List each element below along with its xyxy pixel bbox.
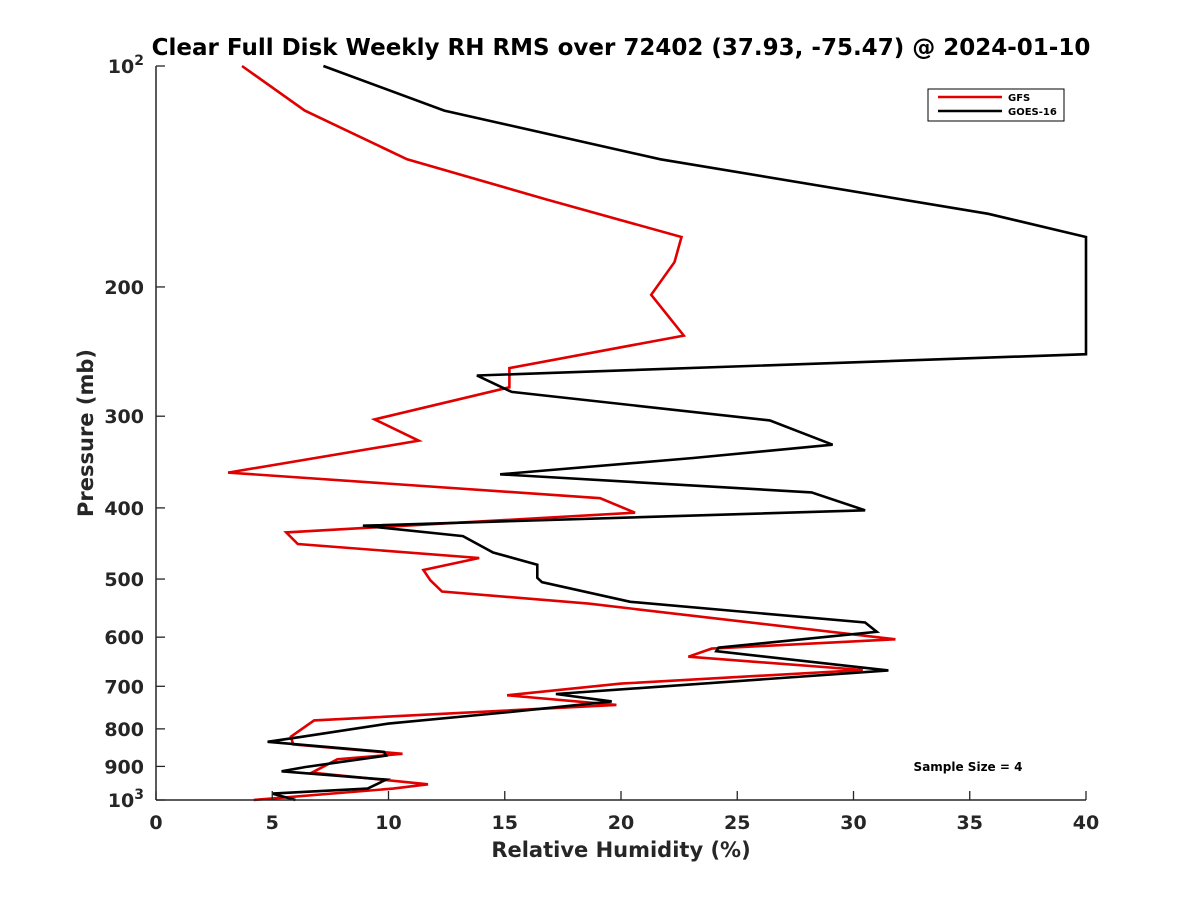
y-tick-label: 200: [104, 277, 144, 299]
y-tick-label: 300: [104, 406, 144, 428]
y-tick-label: 500: [104, 569, 144, 591]
x-tick-label: 0: [149, 812, 162, 834]
y-axis-label: Pressure (mb): [74, 349, 98, 517]
plot-background: [156, 66, 1086, 800]
x-tick-label: 40: [1073, 812, 1099, 834]
legend-box: [927, 88, 1065, 122]
x-tick-label: 20: [608, 812, 634, 834]
legend-label-gfs: GFS: [1008, 93, 1030, 104]
x-tick-label: 15: [492, 812, 518, 834]
legend: GFS GOES-16: [927, 88, 1065, 122]
y-tick-label: 102: [108, 53, 144, 78]
series-line-goes-16: [267, 64, 1088, 802]
series-layer: [227, 64, 1088, 802]
y-tick-label: 400: [104, 498, 144, 520]
x-axis-label: Relative Humidity (%): [491, 838, 750, 862]
y-tick-label: 700: [104, 676, 144, 698]
x-tick-label: 35: [957, 812, 983, 834]
x-tick-label: 25: [724, 812, 750, 834]
y-tick-label: 900: [104, 756, 144, 778]
axes-layer: 0 5 10 15 20 25 30 35 40 102 200 300 400 500 600 700 800…: [104, 53, 1099, 834]
legend-label-goes-16: GOES-16: [1008, 107, 1057, 118]
chart-title: Clear Full Disk Weekly RH RMS over 72402…: [152, 35, 1091, 61]
y-tick-label: 103: [108, 787, 144, 812]
x-tick-label: 10: [375, 812, 401, 834]
sample-size-annotation: Sample Size = 4: [914, 760, 1023, 774]
y-tick-label: 600: [104, 627, 144, 649]
plot-area: 0 5 10 15 20 25 30 35 40 102 200 300 400 500 600 700 800…: [104, 53, 1099, 834]
x-tick-label: 30: [840, 812, 866, 834]
y-tick-label: 800: [104, 719, 144, 741]
x-tick-label: 5: [266, 812, 279, 834]
